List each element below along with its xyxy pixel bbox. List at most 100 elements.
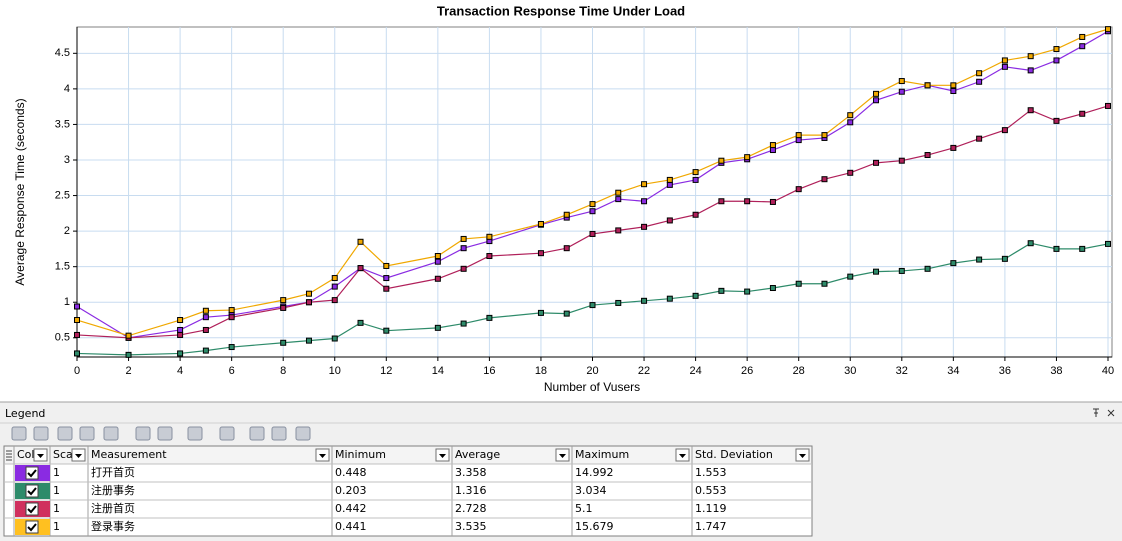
data-point <box>950 260 957 267</box>
filter-arrow[interactable] <box>559 454 566 458</box>
data-point <box>280 339 287 346</box>
column-filter[interactable] <box>435 448 450 462</box>
checkmark[interactable] <box>27 469 37 478</box>
data-point <box>563 245 570 252</box>
table-cell: 3.358 <box>455 466 487 479</box>
filter-arrow[interactable] <box>75 454 82 458</box>
toolbar-button[interactable] <box>57 426 73 441</box>
toolbar-button[interactable] <box>79 426 95 441</box>
checkbox[interactable] <box>25 484 39 498</box>
filter-arrow[interactable] <box>799 454 806 458</box>
checkbox[interactable] <box>25 520 39 534</box>
row-checkbox[interactable] <box>25 520 39 534</box>
data-point <box>357 265 364 272</box>
data-point <box>873 97 880 104</box>
column-filter[interactable] <box>795 448 810 462</box>
y-tick-label: 2.5 <box>55 189 70 201</box>
panel-buttons[interactable] <box>1093 408 1115 417</box>
table-cell: 0.441 <box>335 520 367 533</box>
toolbar-button[interactable] <box>187 426 203 441</box>
x-tick-label: 6 <box>229 365 235 377</box>
x-tick-label: 20 <box>586 365 598 377</box>
data-point <box>280 304 287 311</box>
toolbar-button[interactable] <box>249 426 265 441</box>
table-cell: 0.448 <box>335 466 367 479</box>
checkbox[interactable] <box>25 502 39 516</box>
data-point <box>1027 240 1034 247</box>
data-point <box>898 88 905 95</box>
x-tick-label: 4 <box>177 365 183 377</box>
data-point <box>1053 57 1060 64</box>
checkmark[interactable] <box>27 505 37 514</box>
data-point <box>589 230 596 237</box>
toolbar-button[interactable] <box>271 426 287 441</box>
table-cell: 5.1 <box>575 502 593 515</box>
data-point <box>847 169 854 176</box>
data-point <box>1105 102 1111 109</box>
filter-arrow[interactable] <box>439 454 446 458</box>
data-point <box>1001 255 1008 262</box>
y-tick-label: 2 <box>64 225 70 237</box>
row-checkbox[interactable] <box>25 502 39 516</box>
filter-arrow[interactable] <box>319 454 326 458</box>
table-cell: 1.119 <box>695 502 727 515</box>
table-cell: 1 <box>53 466 60 479</box>
table-cell: 0.442 <box>335 502 367 515</box>
checkbox[interactable] <box>25 466 39 480</box>
x-tick-label: 32 <box>896 365 908 377</box>
data-point <box>202 347 209 354</box>
column-filter[interactable] <box>555 448 570 462</box>
data-point <box>950 82 957 89</box>
data-point <box>615 189 622 196</box>
column-header: Sca <box>53 448 73 461</box>
data-point <box>692 169 699 176</box>
x-tick-label: 38 <box>1050 365 1062 377</box>
data-point <box>486 253 493 260</box>
data-point <box>666 176 673 183</box>
filter-arrow[interactable] <box>679 454 686 458</box>
data-point <box>718 287 725 294</box>
checkmark[interactable] <box>27 523 37 532</box>
column-filter[interactable] <box>33 448 48 462</box>
table-cell: 1 <box>53 520 60 533</box>
table-cell: 3.535 <box>455 520 487 533</box>
y-tick-label: 4.5 <box>55 47 70 59</box>
row-checkbox[interactable] <box>25 466 39 480</box>
data-point <box>847 119 854 126</box>
table-cell: 1 <box>53 502 60 515</box>
data-point <box>1027 107 1034 114</box>
data-point <box>434 275 441 282</box>
toolbar-button[interactable] <box>157 426 173 441</box>
toolbar-button[interactable] <box>135 426 151 441</box>
column-filter[interactable] <box>675 448 690 462</box>
series-line <box>76 28 1109 337</box>
filter-arrow[interactable] <box>37 454 44 458</box>
x-tick-label: 18 <box>535 365 547 377</box>
toolbar-button[interactable] <box>11 426 27 441</box>
toolbar-button[interactable] <box>295 426 311 441</box>
data-point <box>305 299 312 306</box>
data-point <box>74 303 80 310</box>
checkmark[interactable] <box>27 487 37 496</box>
data-point <box>74 317 80 324</box>
data-point <box>821 280 828 287</box>
data-point <box>177 317 184 324</box>
y-tick-label: 3 <box>64 154 70 166</box>
column-filter[interactable] <box>71 448 86 462</box>
data-point <box>1053 117 1060 124</box>
x-tick-label: 16 <box>483 365 495 377</box>
column-filter[interactable] <box>315 448 330 462</box>
data-point <box>383 285 390 292</box>
column-header: Average <box>455 448 500 461</box>
row-checkbox[interactable] <box>25 484 39 498</box>
data-point <box>692 292 699 299</box>
data-point <box>873 159 880 166</box>
toolbar-button[interactable] <box>219 426 235 441</box>
toolbar-button[interactable] <box>33 426 49 441</box>
column-header: Maximum <box>575 448 629 461</box>
x-tick-label: 26 <box>741 365 753 377</box>
toolbar-button[interactable] <box>103 426 119 441</box>
data-point <box>486 233 493 240</box>
data-point <box>1027 53 1034 60</box>
data-point <box>460 320 467 327</box>
